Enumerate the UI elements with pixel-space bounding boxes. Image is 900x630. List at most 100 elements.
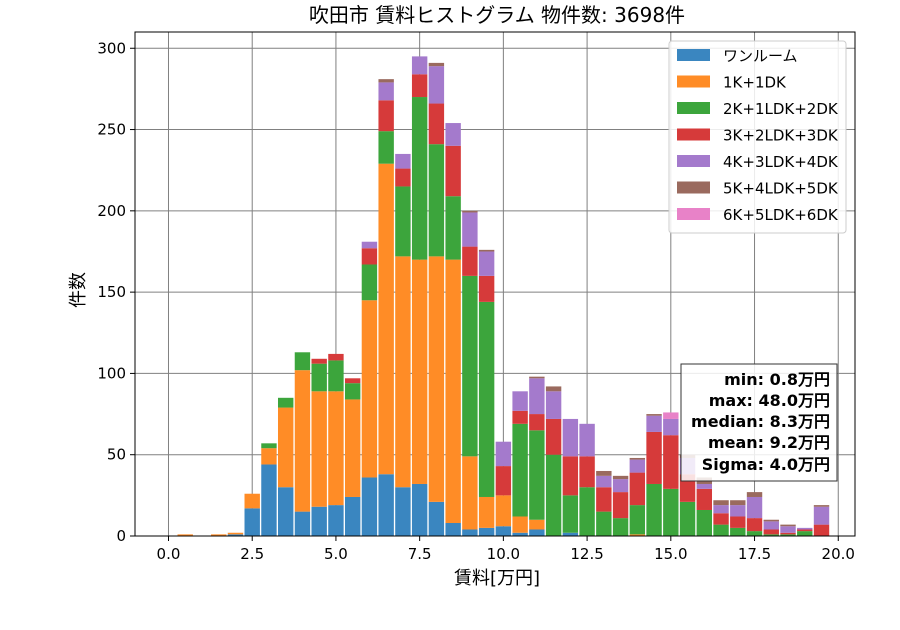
bar-segment-series-0-bin-17	[462, 529, 478, 536]
bar-segment-series-6-bin-29	[663, 412, 679, 419]
bar-segment-series-4-bin-17	[462, 212, 478, 247]
x-tick-label: 17.5	[738, 545, 771, 563]
plot-frame	[134, 31, 856, 537]
bar-segment-series-2-bin-26	[612, 518, 629, 536]
bar-segment-series-0-bin-23	[562, 532, 579, 536]
chart-title: 吹田市 賃料ヒストグラム 物件数: 3698件	[309, 3, 685, 27]
legend-label: 5K+4LDK+5DK	[723, 180, 839, 198]
stats-mean: mean: 9.2万円	[708, 433, 830, 452]
bar-segment-series-4-bin-25	[596, 475, 612, 488]
y-tick-label: 100	[97, 364, 126, 382]
bar-segment-series-0-bin-13	[395, 487, 411, 536]
bar-segment-series-4-bin-23	[562, 418, 579, 457]
bar-segment-series-2-bin-10	[344, 383, 361, 400]
x-axis-ticks: 0.0 2.5 5.0 7.5 10.0 12.5 15.0 17.5 20.0	[157, 536, 855, 563]
bar-segment-series-1-bin-5	[261, 448, 277, 465]
legend-swatch	[677, 102, 710, 114]
bar-segment-series-0-bin-18	[478, 527, 495, 536]
bar-segment-series-0-bin-16	[445, 522, 461, 536]
bar-segment-series-4-bin-26	[612, 479, 629, 493]
bar-segment-series-2-bin-16	[445, 196, 461, 260]
bar-segment-series-4-bin-15	[428, 66, 445, 104]
bar-segment-series-5-bin-32	[713, 500, 729, 506]
bar-segment-series-1-bin-0	[177, 534, 193, 536]
bar-segment-series-1-bin-16	[445, 259, 461, 523]
bar-segment-series-0-bin-21	[529, 529, 545, 536]
legend-swatch	[677, 155, 710, 167]
bar-segment-series-4-bin-19	[495, 441, 512, 467]
y-tick-label: 250	[97, 121, 126, 139]
bar-segment-series-3-bin-10	[344, 378, 361, 384]
bar-segment-series-3-bin-20	[512, 410, 528, 424]
bar-segment-series-1-bin-18	[478, 496, 495, 528]
bar-segment-series-0-bin-20	[512, 532, 528, 536]
bar-segment-series-2-bin-25	[596, 511, 612, 536]
bar-segment-series-1-bin-15	[428, 256, 445, 502]
bar-segment-series-2-bin-29	[663, 488, 679, 536]
bar-segment-series-3-bin-24	[579, 456, 595, 488]
bar-segment-series-1-bin-3	[227, 532, 244, 535]
legend: ワンルーム 1K+1DK 2K+1LDK+2DK 3K+2LDK+3DK 4K+3LDK…	[668, 40, 847, 234]
bar-segment-series-3-bin-16	[445, 145, 461, 197]
bar-segment-series-1-bin-19	[495, 495, 512, 527]
legend-label: 1K+1DK	[723, 74, 787, 92]
bar-segment-series-4-bin-13	[395, 153, 411, 169]
bar-segment-series-2-bin-14	[411, 97, 428, 260]
bar-segment-series-1-bin-4	[244, 493, 260, 509]
y-tick-label: 50	[107, 446, 126, 464]
bar-segment-series-2-bin-20	[512, 423, 528, 517]
bar-segment-series-3-bin-22	[545, 418, 562, 455]
bar-segment-series-0-bin-15	[428, 501, 445, 536]
legend-label: 3K+2LDK+3DK	[723, 127, 839, 145]
bar-segment-series-4-bin-27	[629, 459, 646, 473]
bar-segment-series-4-bin-20	[512, 391, 528, 411]
bar-segment-series-3-bin-35	[763, 529, 779, 535]
y-tick-label: 300	[97, 39, 126, 57]
bar-segment-series-4-bin-21	[529, 378, 545, 415]
bar-segment-series-3-bin-32	[713, 513, 729, 525]
bar-segment-series-0-bin-4	[244, 508, 260, 536]
legend-swatch	[677, 128, 710, 141]
bar-segment-series-2-bin-28	[646, 483, 662, 536]
bar-segment-series-3-bin-26	[612, 492, 629, 519]
bar-segment-series-3-bin-12	[378, 100, 394, 132]
bar-segment-series-0-bin-11	[361, 477, 378, 536]
bar-segment-series-5-bin-33	[730, 500, 746, 506]
bar-segment-series-1-bin-8	[311, 391, 327, 507]
y-tick-label: 200	[97, 202, 126, 220]
bar-segment-series-2-bin-37	[797, 531, 813, 536]
bar-segment-series-5-bin-38	[813, 505, 830, 507]
y-axis-ticks: 0 50 100 150 200 250 300	[97, 39, 135, 545]
bar-segment-series-3-bin-19	[495, 466, 512, 496]
x-tick-label: 15.0	[654, 545, 687, 563]
bar-segment-series-2-bin-34	[746, 531, 763, 536]
bar-segment-series-4-bin-24	[579, 423, 595, 457]
bar-segment-series-4-bin-35	[763, 521, 779, 530]
bar-segment-series-4-bin-14	[411, 56, 428, 75]
bar-segment-series-3-bin-17	[462, 246, 478, 276]
bar-segment-series-5-bin-18	[478, 249, 495, 252]
bar-segment-series-4-bin-29	[663, 418, 679, 436]
x-tick-label: 20.0	[822, 545, 855, 563]
bar-segment-series-3-bin-37	[797, 529, 813, 532]
bar-segment-series-1-bin-7	[294, 370, 311, 512]
legend-swatch	[677, 49, 710, 61]
bar-segment-series-2-bin-21	[529, 430, 545, 520]
bar-segment-series-2-bin-32	[713, 524, 729, 536]
bar-segment-series-2-bin-23	[562, 495, 579, 533]
bar-segment-series-1-bin-12	[378, 163, 394, 475]
bar-segment-series-1-bin-13	[395, 256, 411, 488]
x-tick-label: 12.5	[570, 545, 603, 563]
bar-segment-series-2-bin-15	[428, 144, 445, 257]
bar-segment-series-4-bin-31	[696, 483, 713, 489]
bar-segment-series-5-bin-34	[746, 492, 763, 497]
bar-segment-series-4-bin-12	[378, 82, 394, 101]
bar-segment-series-3-bin-23	[562, 456, 579, 496]
bar-segment-series-2-bin-9	[328, 360, 344, 392]
bar-segment-series-2-bin-18	[478, 301, 495, 497]
bar-segment-series-3-bin-13	[395, 168, 411, 187]
bar-segment-series-3-bin-21	[529, 414, 545, 431]
bar-segment-series-3-bin-31	[696, 488, 713, 510]
bar-segment-series-1-bin-17	[462, 456, 478, 530]
